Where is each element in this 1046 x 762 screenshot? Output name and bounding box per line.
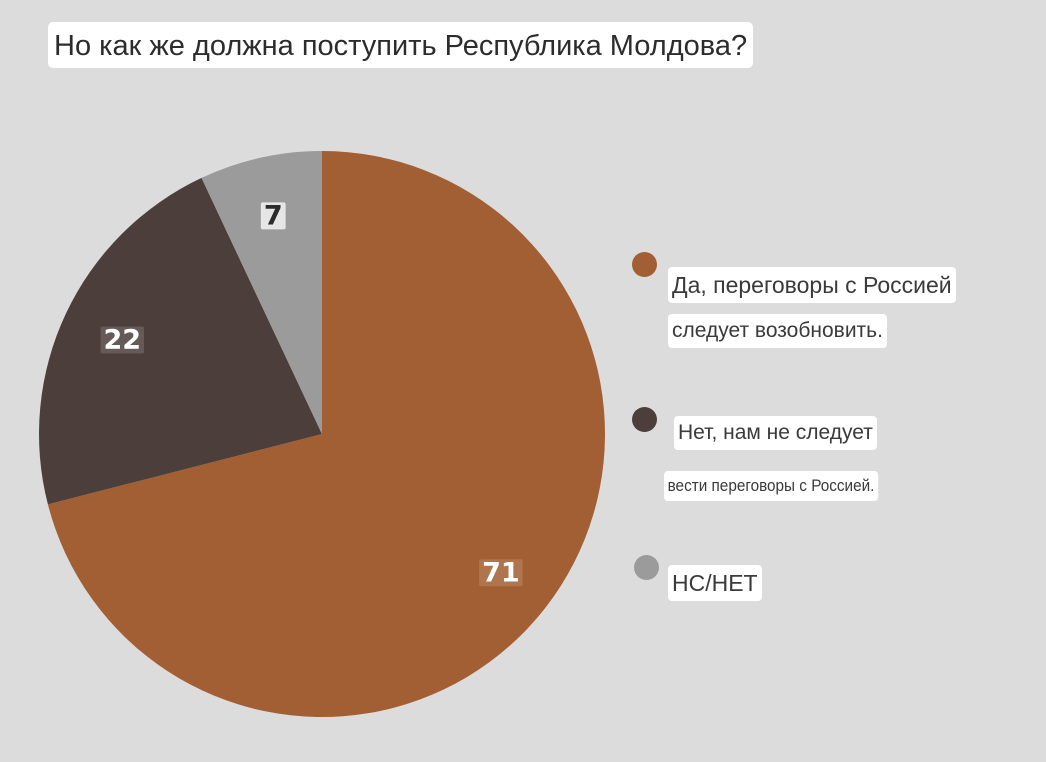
legend-label-yes-line1: Да, переговоры с Россией [668,267,956,303]
legend-marker-yes [632,252,657,277]
legend-label-yes-line2: следует возобновить. [668,314,887,348]
pie-slice-unsure [201,151,322,434]
legend-marker-unsure [634,555,659,580]
legend-label-no-line2: вести переговоры с Россией. [664,471,879,501]
pie-label-no: 22 [100,325,145,356]
legend-label-unsure: НС/НЕТ [668,565,762,601]
svg-text:71: 71 [482,557,520,588]
pie-label-unsure: 7 [260,200,286,231]
legend-label-no-line1: Нет, нам не следует [674,416,877,450]
svg-text:22: 22 [103,325,141,356]
pie-slice-no [38,177,322,505]
pie-label-yes: 71 [479,557,523,588]
legend-marker-no [632,407,657,432]
svg-text:7: 7 [264,200,283,231]
chart-title: Но как же должна поступить Республика Мо… [48,22,754,68]
pie-slice-yes [47,151,606,718]
